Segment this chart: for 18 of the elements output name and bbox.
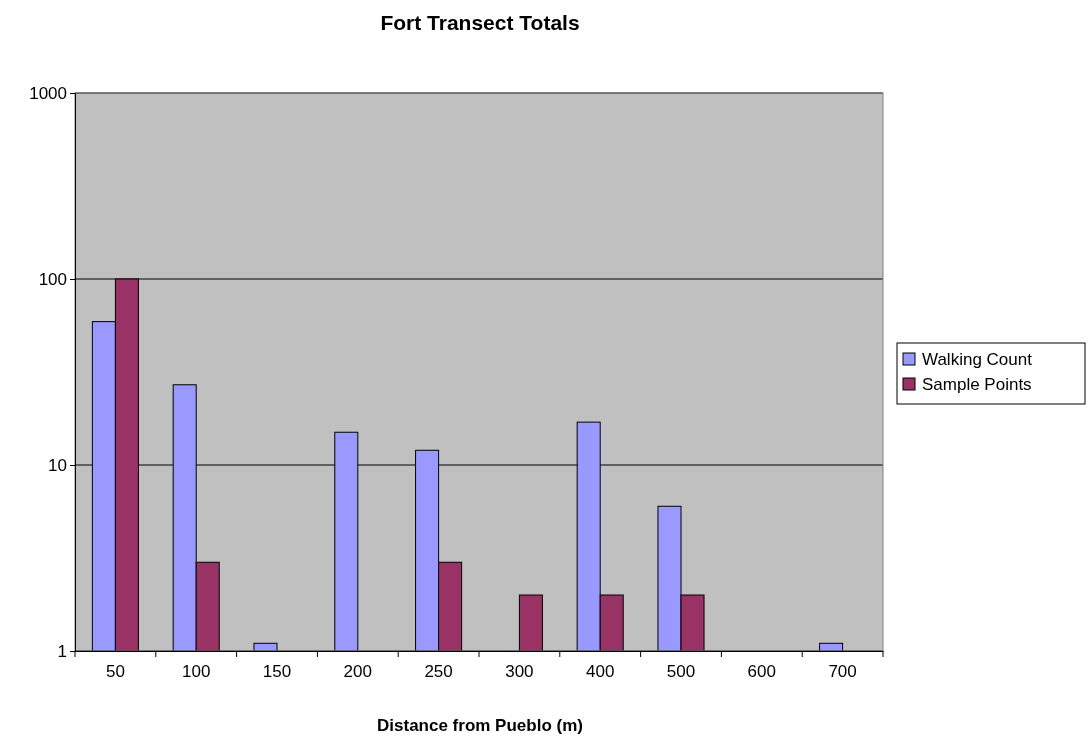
x-axis-title: Distance from Pueblo (m) [377,716,583,735]
y-tick-label: 10 [48,455,67,475]
x-tick-label: 150 [262,662,292,682]
x-tick-label: 50 [105,662,125,682]
y-tick-label: 100 [38,269,67,289]
legend-label: Walking Count [922,350,1033,369]
x-tick-label: 200 [343,662,372,682]
y-tick-label: 1000 [29,83,67,103]
x-tick-label: 100 [182,662,211,682]
x-tick-label: 250 [424,662,453,682]
x-tick-label: 400 [586,662,615,682]
legend-label: Sample Points [922,375,1032,394]
x-tick-label: 300 [505,662,534,682]
x-tick-label: 500 [666,662,696,682]
x-tick-label: 700 [828,662,857,682]
y-tick-label: 1 [57,641,67,661]
x-tick-label: 600 [747,662,776,682]
chart-title: Fort Transect Totals [380,11,580,34]
